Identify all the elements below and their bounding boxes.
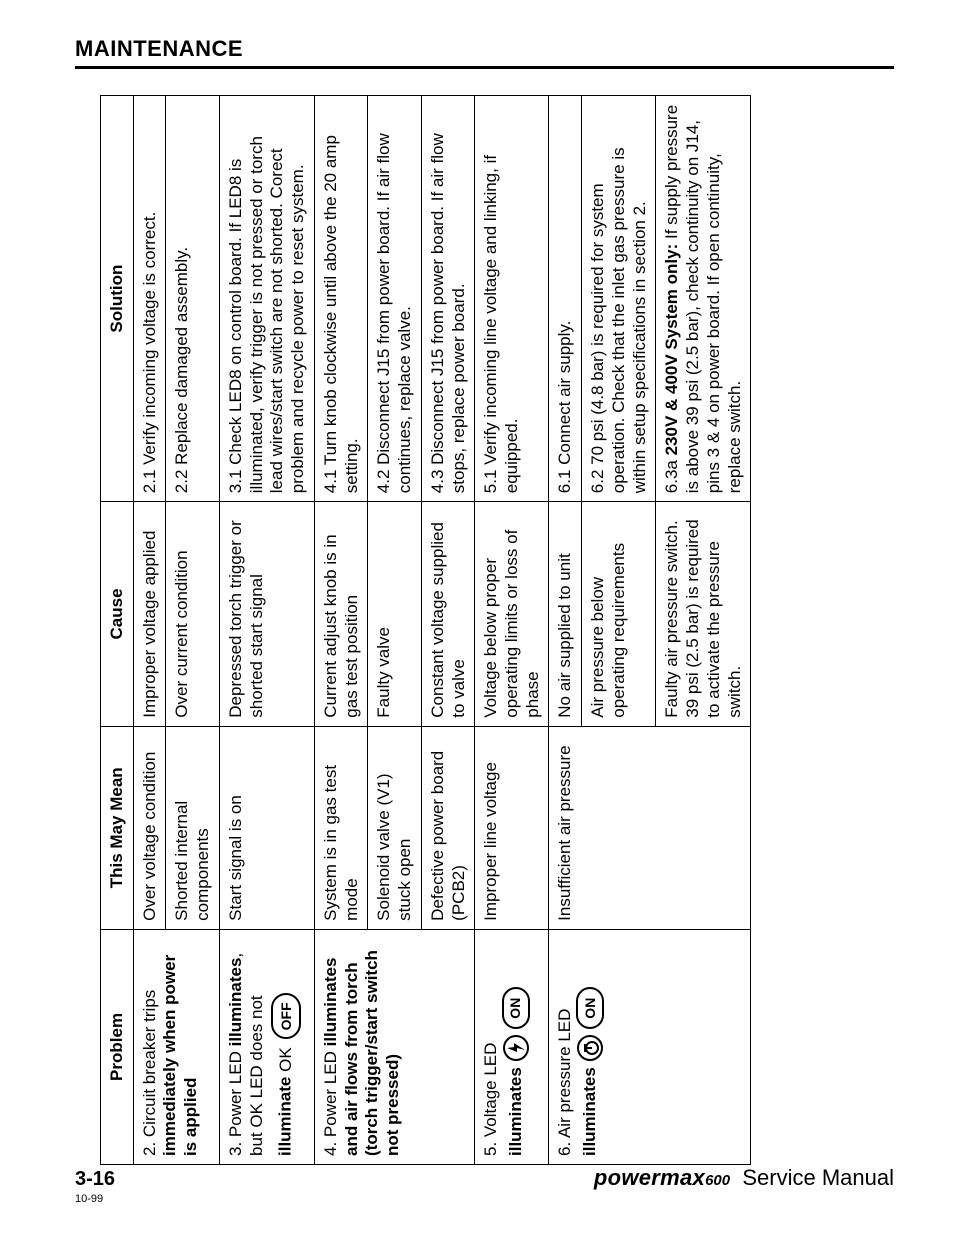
sol-cell: 6.2 70 psi (4.8 bar) is required for sys… <box>582 96 656 502</box>
sol-cell: 5.1 Verify incoming line voltage and lin… <box>475 96 549 502</box>
brand: powermax <box>594 1165 705 1190</box>
problem-text-bold: immediately when power is applied <box>160 955 200 1156</box>
cause-cell: Improper voltage applied <box>133 502 166 726</box>
table-row: 3. Power LED illuminates, but OK LED doe… <box>219 96 314 1165</box>
cause-cell: No air supplied to unit <box>549 502 582 726</box>
page-number: 3-16 <box>75 1168 115 1190</box>
table-header-row: Problem This May Mean Cause Solution <box>101 96 134 1165</box>
table-row: 2. Circuit breaker trips immediately whe… <box>133 96 166 1165</box>
footer-right: powermax600 Service Manual <box>594 1165 894 1191</box>
problem-cell: 5. Voltage LED illuminates ON <box>475 929 549 1164</box>
mean-cell: Start signal is on <box>219 726 314 929</box>
on-badge-icon: ON <box>576 987 604 1029</box>
on-badge-icon: ON <box>502 987 530 1029</box>
troubleshooting-table: Problem This May Mean Cause Solution 2. … <box>100 95 751 1165</box>
cause-cell: Over current condition <box>166 502 219 726</box>
mean-cell: Defective power board (PCB2) <box>421 726 474 929</box>
table-row: 5. Voltage LED illuminates ON Improper l… <box>475 96 549 1165</box>
model: 600 <box>705 1172 730 1189</box>
cause-cell: Air pressure below operating requirement… <box>582 502 656 726</box>
off-badge-icon: OFF <box>271 993 301 1039</box>
problem-text-bold: illuminates <box>580 1067 601 1156</box>
footer-left: 3-16 10-99 <box>75 1168 115 1205</box>
sol-prefix: 6.3a <box>662 455 681 493</box>
cause-cell: Constant voltage supplied to valve <box>421 502 474 726</box>
sol-cell: 6.3a 230V & 400V System only: If supply … <box>656 96 751 502</box>
sol-cell: 2.1 Verify incoming voltage is correct. <box>133 96 166 502</box>
mean-cell: System is in gas test mode <box>314 726 367 929</box>
voltage-led-icon <box>503 1035 529 1061</box>
troubleshooting-table-wrap: Problem This May Mean Cause Solution 2. … <box>100 95 870 1165</box>
table-row: 4. Power LED illuminates and air flows f… <box>314 96 367 1165</box>
cause-cell: Faulty air pressure switch. 39 psi (2.5 … <box>656 502 751 726</box>
cause-cell: Current adjust knob is in gas test posit… <box>314 502 367 726</box>
sol-cell: 4.3 Disconnect J15 from power board. If … <box>421 96 474 502</box>
ok-off-indicator: OK OFF <box>271 993 301 1072</box>
table-row: 6. Air pressure LED illuminates ON <box>549 96 582 1165</box>
col-problem: Problem <box>101 929 134 1164</box>
sol-cell: 3.1 Check LED8 on control board. If LED8… <box>219 96 314 502</box>
problem-text-bold: illuminates <box>226 958 245 1047</box>
problem-text: 4. Power LED <box>321 1046 340 1156</box>
section-rule <box>75 66 894 69</box>
sol-cell: 6.1 Connect air supply. <box>549 96 582 502</box>
problem-text-bold: illuminates <box>506 1067 527 1156</box>
section-title: MAINTENANCE <box>75 36 894 62</box>
sol-cell: 4.1 Turn knob clockwise until above the … <box>314 96 367 502</box>
doc-title: Service Manual <box>742 1165 894 1190</box>
problem-cell: 2. Circuit breaker trips immediately whe… <box>133 929 219 1164</box>
col-cause: Cause <box>101 502 134 726</box>
air-pressure-led-icon <box>577 1035 603 1061</box>
sol-bold: 230V & 400V System only: <box>662 244 681 456</box>
cause-cell: Faulty valve <box>368 502 421 726</box>
cause-cell: Voltage below proper operating limits or… <box>475 502 549 726</box>
problem-cell: 6. Air pressure LED illuminates ON <box>549 929 751 1164</box>
mean-cell: Shorted internal components <box>166 726 219 929</box>
page: MAINTENANCE Problem This May Mean Cause … <box>0 0 954 1235</box>
col-solution: Solution <box>101 96 134 502</box>
problem-cell: 3. Power LED illuminates, but OK LED doe… <box>219 929 314 1164</box>
mean-cell: Over voltage condition <box>133 726 166 929</box>
section-header: MAINTENANCE <box>75 36 894 69</box>
mean-cell: Insufficient air pressure <box>549 726 751 929</box>
col-mean: This May Mean <box>101 726 134 929</box>
problem-cell: 4. Power LED illuminates and air flows f… <box>314 929 474 1164</box>
problem-text: 5. Voltage LED <box>481 1043 500 1156</box>
footer-date: 10-99 <box>75 1193 115 1205</box>
mean-cell: Improper line voltage <box>475 726 549 929</box>
page-footer: 3-16 10-99 powermax600 Service Manual <box>75 1165 894 1205</box>
sol-cell: 2.2 Replace damaged assembly. <box>166 96 219 502</box>
cause-cell: Depressed torch trigger or shorted start… <box>219 502 314 726</box>
problem-text: 6. Air pressure LED <box>555 1009 574 1156</box>
mean-cell: Solenoid valve (V1) stuck open <box>368 726 421 929</box>
sol-cell: 4.2 Disconnect J15 from power board. If … <box>368 96 421 502</box>
ok-label: OK <box>276 1047 297 1072</box>
problem-text: 2. Circuit breaker trips <box>140 990 159 1156</box>
